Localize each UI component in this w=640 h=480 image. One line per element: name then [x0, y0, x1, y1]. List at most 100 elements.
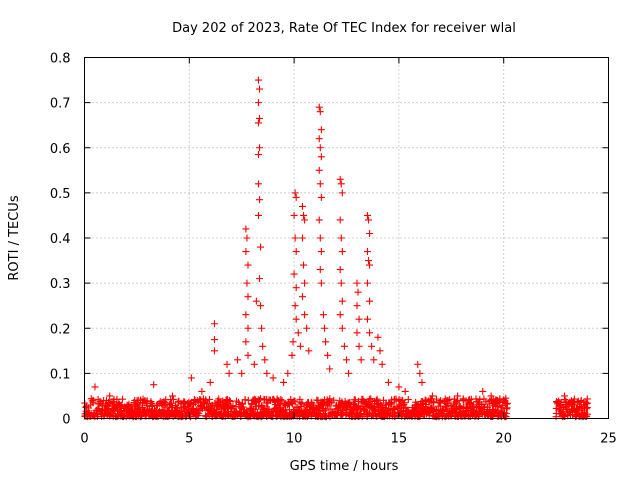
- data-point: [368, 342, 376, 350]
- baseline-point: [225, 396, 233, 404]
- data-point: [324, 351, 332, 359]
- baseline-point: [370, 407, 378, 415]
- baseline-point: [215, 395, 223, 403]
- data-point: [242, 225, 250, 233]
- data-point: [301, 216, 309, 224]
- data-point: [322, 338, 330, 346]
- data-point: [345, 369, 353, 377]
- y-tick-label: 0.5: [50, 187, 71, 202]
- data-point: [353, 302, 361, 310]
- baseline-point: [88, 397, 96, 405]
- baseline-point: [557, 398, 565, 406]
- data-point: [210, 347, 218, 355]
- data-point: [210, 336, 218, 344]
- data-point: [296, 342, 304, 350]
- x-axis-label: GPS time / hours: [290, 459, 399, 474]
- y-tick-label: 0.3: [50, 277, 71, 292]
- baseline-point: [584, 410, 592, 418]
- data-point: [338, 297, 346, 305]
- baseline-point: [277, 396, 285, 404]
- baseline-point: [238, 400, 246, 408]
- data-point: [244, 324, 252, 332]
- data-point: [316, 266, 324, 274]
- data-point: [91, 383, 99, 391]
- data-point: [336, 311, 344, 319]
- data-point: [254, 76, 262, 84]
- data-point: [487, 392, 495, 400]
- data-point: [150, 381, 158, 389]
- baseline-point: [372, 396, 380, 404]
- baseline-point: [371, 407, 379, 415]
- baseline-point: [452, 398, 460, 406]
- data-point: [300, 211, 308, 219]
- data-point: [298, 293, 306, 301]
- data-point: [326, 365, 334, 373]
- data-point: [370, 356, 378, 364]
- data-point: [284, 369, 292, 377]
- data-point: [257, 302, 265, 310]
- data-point: [252, 297, 260, 305]
- data-point: [366, 229, 374, 237]
- data-point: [416, 369, 424, 377]
- data-point: [131, 396, 139, 404]
- data-point: [242, 338, 250, 346]
- data-point: [243, 234, 251, 242]
- x-tick-label: 5: [185, 432, 193, 447]
- data-point: [256, 275, 264, 283]
- baseline-point: [253, 397, 261, 405]
- baseline-point: [385, 406, 393, 414]
- data-point: [234, 356, 242, 364]
- baseline-point: [373, 395, 381, 403]
- y-tick-label: 0: [62, 413, 70, 428]
- data-point: [288, 351, 296, 359]
- y-tick-label: 0.2: [50, 322, 71, 337]
- data-point: [257, 243, 265, 251]
- baseline-point: [158, 406, 166, 414]
- data-point: [363, 211, 371, 219]
- data-point: [258, 324, 266, 332]
- data-point: [301, 279, 309, 287]
- baseline-point: [582, 400, 590, 408]
- y-tick-label: 0.8: [50, 52, 71, 67]
- y-tick-label: 0.6: [50, 142, 71, 157]
- data-point: [337, 234, 345, 242]
- baseline-point: [437, 397, 445, 405]
- data-point: [317, 279, 325, 287]
- data-point: [317, 248, 325, 256]
- baseline-point: [206, 395, 214, 403]
- data-point: [317, 153, 325, 161]
- data-point: [254, 180, 262, 188]
- data-point: [366, 297, 374, 305]
- data-point: [292, 248, 300, 256]
- data-point: [338, 248, 346, 256]
- baseline-point: [422, 400, 430, 408]
- data-point: [363, 279, 371, 287]
- data-point: [256, 114, 264, 122]
- data-point: [319, 311, 327, 319]
- data-point: [254, 119, 262, 127]
- data-point: [244, 351, 252, 359]
- data-point: [315, 166, 323, 174]
- data-point: [316, 234, 324, 242]
- data-point: [353, 279, 361, 287]
- data-point: [106, 392, 114, 400]
- baseline-point: [582, 398, 590, 406]
- y-axis-label: ROTI / TECUs: [7, 195, 22, 280]
- data-point: [305, 347, 313, 355]
- data-point: [355, 342, 363, 350]
- data-point: [502, 394, 510, 402]
- data-point: [210, 320, 218, 328]
- data-point: [294, 329, 302, 337]
- data-point: [454, 392, 462, 400]
- baseline-point: [400, 399, 408, 407]
- data-point: [315, 135, 323, 143]
- data-point: [256, 144, 264, 152]
- data-point: [259, 342, 267, 350]
- data-points: [81, 76, 592, 421]
- y-tick-label: 0.1: [50, 367, 71, 382]
- data-point: [298, 202, 306, 210]
- baseline-point: [402, 403, 410, 411]
- baseline-point: [229, 402, 237, 410]
- data-point: [254, 211, 262, 219]
- data-point: [290, 211, 298, 219]
